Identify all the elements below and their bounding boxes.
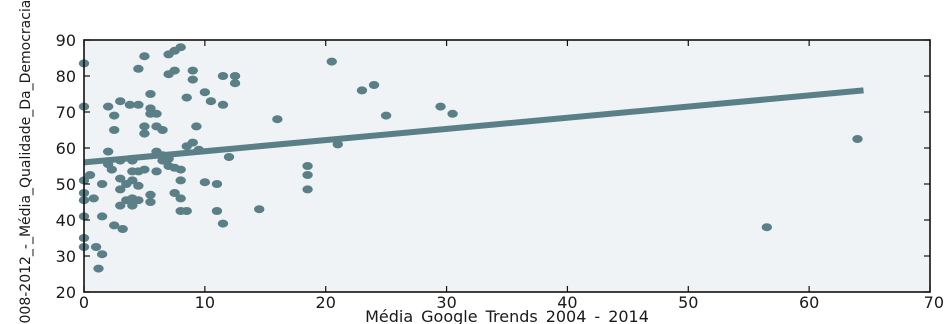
data-point-81 [211, 180, 223, 188]
data-point-36 [133, 100, 144, 109]
data-point-70 [181, 93, 192, 102]
data-point-66 [175, 165, 186, 174]
x-tick-label-7: 70 [924, 293, 944, 312]
y-tick-label-7: 90 [56, 31, 76, 50]
data-point-82 [211, 207, 223, 215]
x-tick-label-4: 40 [557, 293, 577, 312]
data-point-41 [139, 52, 150, 61]
data-point-18 [106, 165, 117, 174]
data-point-96 [356, 86, 368, 95]
data-point-83 [217, 72, 229, 80]
plot-area [84, 40, 930, 292]
x-tick-label-0: 0 [79, 293, 89, 312]
y-tick-label-4: 60 [56, 139, 76, 158]
data-point-44 [139, 165, 150, 174]
data-point-100 [447, 109, 458, 118]
x-tick-label-5: 50 [678, 293, 698, 312]
data-point-50 [151, 109, 162, 118]
data-point-89 [254, 205, 265, 214]
data-point-45 [145, 90, 156, 98]
data-point-72 [181, 207, 192, 215]
data-point-84 [217, 100, 229, 109]
data-point-101 [761, 223, 773, 232]
data-point-64 [169, 189, 180, 197]
data-point-40 [133, 196, 144, 205]
data-point-26 [115, 201, 126, 210]
data-point-24 [115, 174, 126, 183]
y-tick-label-0: 20 [56, 283, 76, 302]
y-tick-label-2: 40 [56, 211, 76, 230]
data-point-49 [145, 198, 156, 206]
data-point-75 [187, 138, 198, 147]
data-point-9 [88, 194, 99, 203]
data-point-19 [109, 126, 120, 134]
data-point-88 [229, 79, 241, 88]
data-point-12 [96, 250, 108, 259]
data-point-65 [175, 43, 186, 52]
data-point-37 [133, 64, 144, 73]
data-point-33 [127, 176, 138, 185]
data-point-53 [151, 167, 162, 176]
data-point-93 [302, 185, 313, 194]
x-tick-label-2: 20 [316, 293, 336, 312]
plot-frame [83, 39, 931, 293]
data-point-15 [102, 102, 114, 111]
data-point-74 [187, 75, 198, 84]
data-point-27 [117, 225, 128, 233]
data-point-54 [157, 126, 168, 134]
y-tick-label-1: 30 [56, 247, 76, 266]
x-axis: 0 10 20 30 40 50 60 70 [79, 40, 944, 312]
data-point-43 [139, 129, 150, 138]
data-point-10 [90, 243, 102, 251]
data-point-85 [217, 219, 229, 228]
data-point-22 [115, 97, 126, 106]
data-point-11 [93, 264, 104, 273]
data-point-94 [326, 57, 337, 66]
x-tick-label-3: 30 [436, 293, 456, 312]
data-point-76 [191, 122, 202, 131]
data-point-102 [852, 135, 863, 143]
trendline [83, 87, 864, 166]
data-point-13 [96, 212, 108, 221]
data-point-73 [187, 66, 198, 75]
data-point-90 [272, 115, 283, 124]
y-tick-label-5: 70 [56, 103, 76, 122]
data-point-67 [175, 176, 186, 185]
data-point-14 [96, 180, 108, 188]
data-point-39 [133, 181, 144, 190]
data-point-97 [368, 81, 380, 89]
y-tick-label-6: 80 [56, 67, 76, 86]
data-point-98 [380, 111, 392, 120]
data-point-86 [223, 153, 235, 161]
y-axis: 20 30 40 50 60 70 80 90 [56, 31, 930, 302]
data-point-87 [229, 72, 241, 80]
data-point-21 [109, 221, 120, 230]
x-axis-label: Média_Google_Trends_2004_-_2014 [365, 307, 649, 324]
data-point-8 [84, 171, 96, 179]
data-point-25 [115, 185, 126, 194]
data-point-99 [435, 102, 446, 111]
data-point-95 [332, 140, 343, 149]
x-tick-label-6: 60 [799, 293, 819, 312]
data-point-79 [199, 178, 211, 187]
data-point-80 [205, 97, 217, 106]
data-point-68 [175, 194, 186, 203]
data-points [78, 43, 863, 273]
data-point-20 [109, 111, 120, 120]
y-axis-label: 2008-2012_-_Média_Qualidade_Da_Democraci… [18, 0, 34, 324]
y-tick-label-3: 50 [56, 175, 76, 194]
data-point-62 [169, 66, 180, 75]
data-point-91 [302, 162, 313, 170]
data-point-42 [139, 122, 150, 131]
data-point-92 [302, 171, 313, 179]
data-point-78 [199, 88, 211, 97]
data-point-30 [124, 100, 136, 109]
data-point-35 [127, 201, 138, 210]
data-point-48 [145, 190, 156, 199]
data-point-16 [102, 147, 114, 156]
x-tick-label-1: 10 [195, 293, 215, 312]
